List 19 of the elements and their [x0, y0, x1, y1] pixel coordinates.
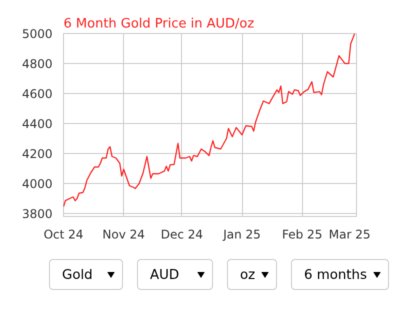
text: oz: [227, 259, 277, 290]
y-tick-label: 4200: [22, 147, 53, 161]
x-tick-label: Mar 25: [328, 228, 371, 242]
text: Gold: [49, 259, 123, 290]
x-tick-label: Dec 24: [160, 228, 204, 242]
y-tick-label: 4600: [22, 87, 53, 101]
y-tick-label: 4000: [22, 177, 53, 191]
y-tick-label: 4800: [22, 57, 53, 71]
y-tick-label: 3800: [22, 207, 53, 221]
x-tick-label: Nov 24: [102, 228, 145, 242]
y-tick-label: 4400: [22, 117, 53, 131]
y-tick-label: 5000: [22, 27, 53, 41]
text: AUD: [137, 259, 213, 290]
x-tick-label: Oct 24: [44, 228, 84, 242]
x-tick-label: Jan 25: [222, 228, 261, 242]
chart-title: 6 Month Gold Price in AUD/oz: [64, 16, 254, 32]
x-tick-label: Feb 25: [282, 228, 322, 242]
text: 6 months: [291, 259, 389, 290]
line-series: [64, 34, 356, 208]
